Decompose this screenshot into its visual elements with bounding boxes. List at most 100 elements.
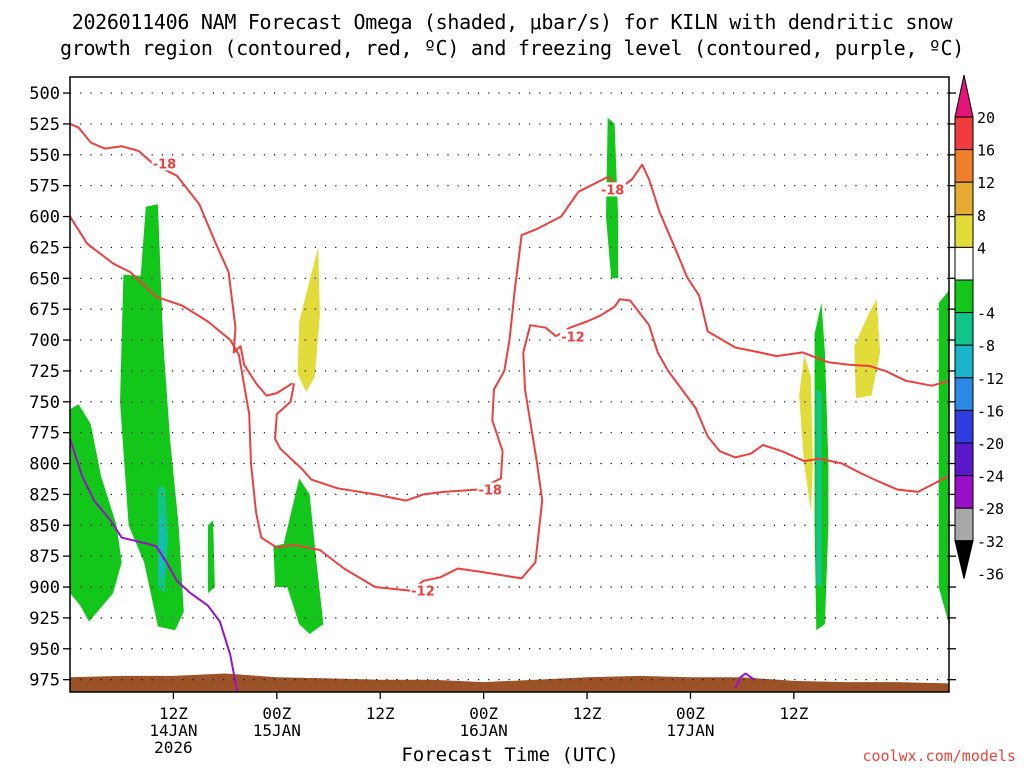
colorbar-label-1: 16 [977,142,995,160]
y-tick-label-575: 575 [29,177,60,197]
colorbar-bin-1 [954,149,974,183]
y-tick-label-875: 875 [29,547,60,567]
x-axis-title: Forecast Time (UTC) [401,744,619,766]
dgz-contour-label-1: -12 [411,585,435,600]
omega-region-sinking-2 [799,354,813,513]
dgz-label-bg-3 [560,329,587,344]
omega-region-rising-5 [207,520,215,594]
y-tick-label-650: 650 [29,269,60,289]
plot-frame [69,76,950,693]
y-tick-label-500: 500 [29,84,60,104]
omega-region-sinking-3 [854,299,881,399]
colorbar-label-8: -16 [977,402,1004,420]
plot-area: -18 -12 -18 -12 -18 [69,76,950,693]
y-tick-label-975: 975 [29,671,60,691]
y-tick-label-900: 900 [29,578,60,598]
y-tick-label-550: 550 [29,146,60,166]
dgz-contour-label-4: -18 [601,183,625,198]
colorbar-label-13: -36 [977,565,1004,583]
omega-region-rising-2 [120,204,184,631]
y-tick-label-925: 925 [29,609,60,629]
x-tick-label-6-0: 12Z [159,704,188,723]
colorbar-bin-2 [954,181,974,216]
omega-shading-layer [70,117,949,634]
x-tick-label-6-2: 2026 [154,738,193,757]
colorbar-label-6: -8 [977,337,995,355]
omega-region-rising-6 [273,478,324,634]
y-tick-label-950: 950 [29,640,60,660]
y-tick-label-525: 525 [29,115,60,135]
dgz-label-bg-2 [477,482,504,497]
colorbar-bin-11 [954,475,974,509]
colorbar-bin-9 [954,409,974,444]
omega-region-rising-1 [70,404,122,622]
dgz-contour-4--18 [607,163,950,387]
colorbar-bin-10 [954,442,974,477]
colorbar-label-5: -4 [977,305,995,323]
chart-title-line-2: growth region (contoured, red, ºC) and f… [59,36,965,60]
colorbar-bin-7 [954,344,974,379]
x-tick-label-24-0: 00Z [469,704,498,723]
grid-layer [70,92,949,681]
colorbar-bin-8 [954,377,974,411]
colorbar-label-12: -32 [977,533,1004,551]
x-tick-label-36-1: 17JAN [666,721,714,740]
x-tick-label-24-1: 16JAN [460,721,508,740]
colorbar-top-arrow [954,74,974,118]
colorbar-label-4: 4 [977,239,986,257]
omega-colorbar: 20 16 12 8 4 -4 -8 -12 -16 -20 -24 -28 -32 -36 [954,74,1004,583]
y-tick-label-775: 775 [29,424,60,444]
y-axis: 500 525 550 575 600 625 650 675 700 725 750 775 800 8… [29,84,956,691]
colorbar-label-9: -20 [977,435,1004,453]
terrain-layer [70,673,949,692]
colorbar-bottom-arrow [954,540,974,579]
dgz-contour-1--12 [69,215,557,592]
colorbar-bin-6 [954,312,974,346]
colorbar-label-11: -28 [977,500,1004,518]
y-tick-label-625: 625 [29,238,60,258]
colorbar-bin-5 [954,279,974,314]
dgz-contour-2--18 [274,176,609,502]
dgz-label-bg-1 [410,583,437,598]
freezing-contour-0 [69,438,239,693]
colorbar-bin-3 [954,214,974,248]
omega-region-rising-10 [938,290,949,625]
contour-layer [69,122,950,693]
x-tick-label-12-0: 00Z [262,704,291,723]
terrain-fill [70,673,949,692]
colorbar-bin-4 [954,246,974,281]
omega-region-rising-4 [159,516,164,579]
chart-title-line-1: 2026011406 NAM Forecast Omega (shaded, μ… [71,10,953,34]
x-tick-label-12-1: 15JAN [253,721,301,740]
colorbar-label-7: -12 [977,370,1004,388]
dgz-label-bg-4 [599,182,626,197]
colorbar-label-2: 12 [977,174,995,192]
x-tick-label-18-0: 12Z [366,704,395,723]
freezing-contour-1 [734,672,755,689]
x-tick-label-42-0: 12Z [779,704,808,723]
x-tick-label-30-0: 12Z [573,704,602,723]
dgz-contour-3--12 [555,298,950,493]
y-tick-label-750: 750 [29,393,60,413]
y-tick-label-700: 700 [29,331,60,351]
colorbar-label-3: 8 [977,207,986,225]
dgz-contour-label-3: -12 [561,330,585,345]
dgz-label-bg-0 [151,156,178,171]
dgz-contour-label-0: -18 [153,157,177,172]
source-credit[interactable]: coolwx.com/models [862,747,1016,765]
y-tick-label-800: 800 [29,455,60,475]
omega-region-rising-7 [606,117,619,279]
x-tick-label-36-0: 00Z [676,704,705,723]
colorbar-label-10: -24 [977,468,1004,486]
y-tick-label-600: 600 [29,208,60,228]
omega-region-rising-9 [816,389,822,587]
dgz-contour-label-2: -18 [478,483,502,498]
y-tick-label-725: 725 [29,362,60,382]
colorbar-label-0: 20 [977,109,995,127]
colorbar-bin-0 [954,116,974,151]
omega-region-sinking-1 [297,247,320,392]
y-tick-label-825: 825 [29,485,60,505]
x-tick-label-6-1: 14JAN [149,721,197,740]
